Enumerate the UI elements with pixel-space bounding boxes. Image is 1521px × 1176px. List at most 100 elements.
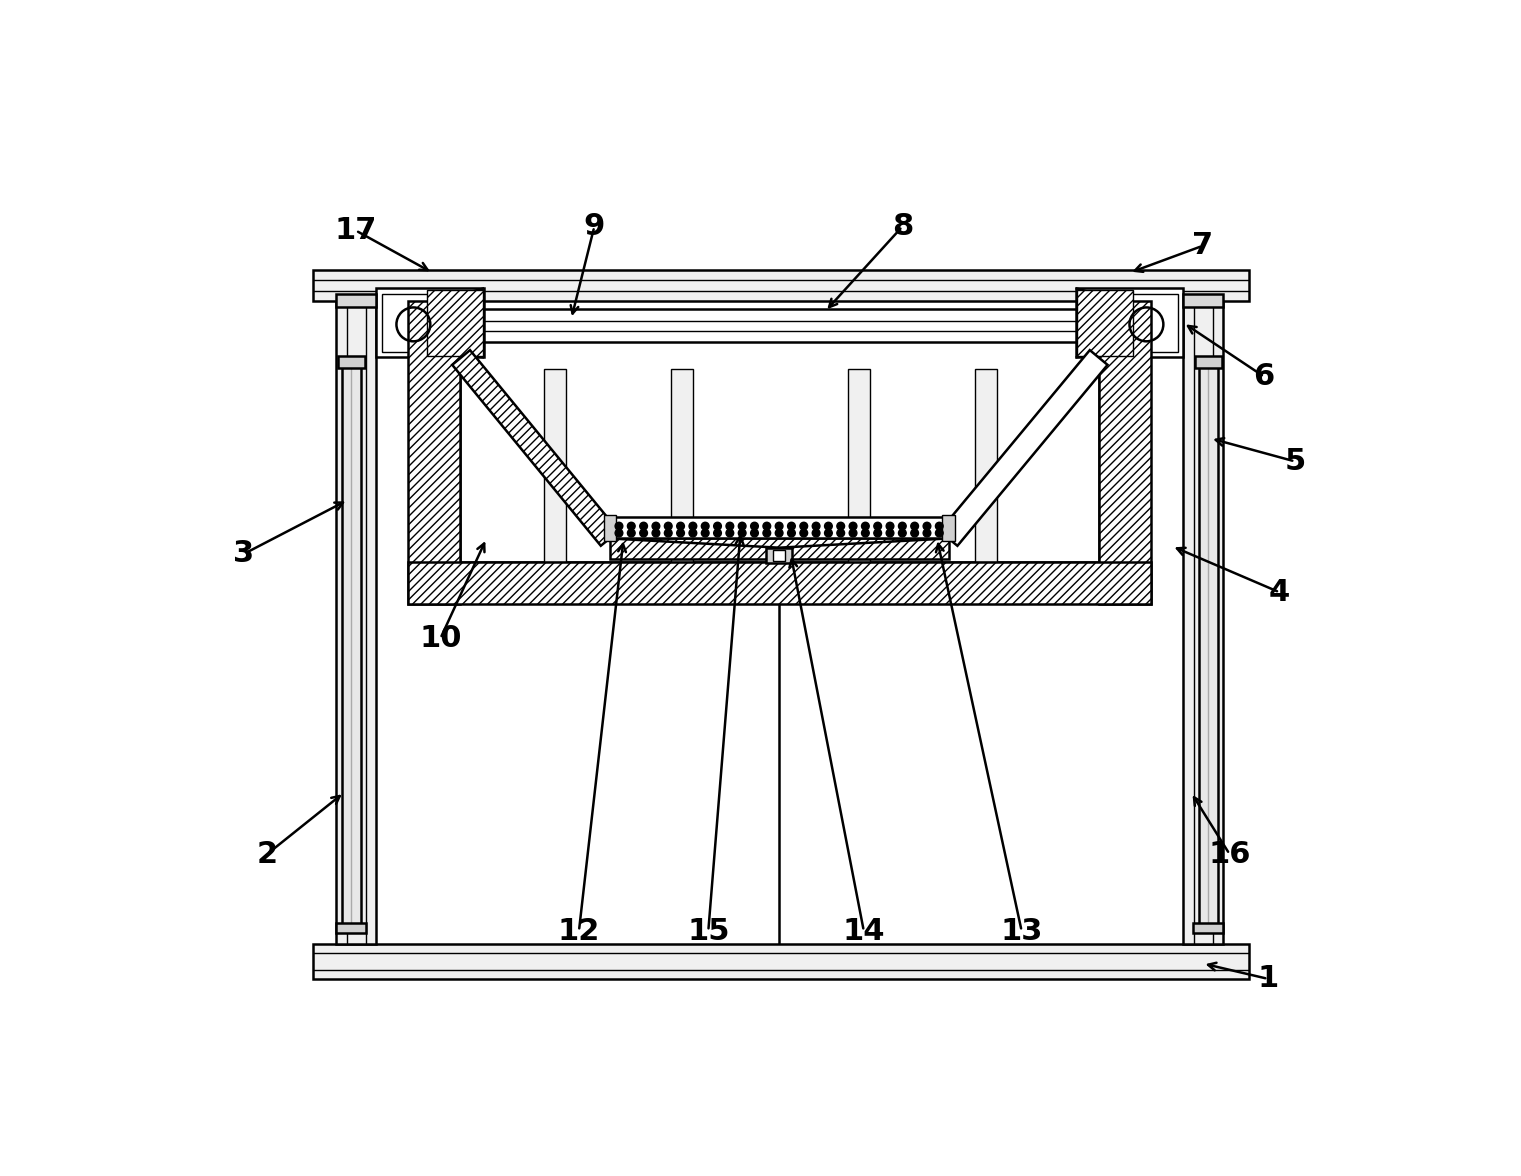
Circle shape bbox=[861, 522, 868, 530]
Circle shape bbox=[677, 522, 684, 530]
Circle shape bbox=[738, 529, 745, 537]
Circle shape bbox=[935, 522, 943, 530]
Text: 5: 5 bbox=[1284, 447, 1305, 476]
Circle shape bbox=[837, 529, 844, 537]
Bar bbox=[849, 369, 870, 562]
Circle shape bbox=[764, 529, 771, 537]
Text: 4: 4 bbox=[1269, 577, 1290, 607]
Circle shape bbox=[887, 529, 894, 537]
Circle shape bbox=[923, 529, 931, 537]
Bar bbox=[671, 369, 694, 562]
Text: 9: 9 bbox=[584, 212, 605, 241]
Text: 3: 3 bbox=[233, 540, 254, 568]
Circle shape bbox=[911, 529, 919, 537]
Circle shape bbox=[837, 522, 844, 530]
Bar bbox=[338, 356, 365, 368]
Text: 15: 15 bbox=[687, 916, 730, 946]
Circle shape bbox=[764, 522, 771, 530]
Circle shape bbox=[726, 522, 733, 530]
Bar bbox=[427, 289, 482, 356]
Circle shape bbox=[812, 522, 820, 530]
Bar bbox=[767, 548, 792, 563]
Bar bbox=[342, 358, 360, 931]
Circle shape bbox=[665, 522, 672, 530]
Text: 16: 16 bbox=[1208, 840, 1250, 869]
Circle shape bbox=[751, 529, 759, 537]
Circle shape bbox=[665, 529, 672, 537]
Bar bbox=[408, 562, 1151, 604]
Circle shape bbox=[614, 529, 622, 537]
Text: 7: 7 bbox=[1192, 232, 1214, 260]
Circle shape bbox=[887, 522, 894, 530]
Bar bbox=[1081, 294, 1177, 352]
Circle shape bbox=[899, 522, 907, 530]
Bar bbox=[773, 550, 785, 561]
Circle shape bbox=[726, 529, 733, 537]
Circle shape bbox=[701, 522, 709, 530]
Bar bbox=[336, 301, 376, 944]
Circle shape bbox=[776, 522, 783, 530]
Bar bbox=[1077, 289, 1133, 356]
Bar bbox=[376, 288, 484, 358]
Circle shape bbox=[628, 522, 636, 530]
Bar bbox=[1098, 301, 1151, 604]
Circle shape bbox=[824, 522, 832, 530]
Circle shape bbox=[788, 522, 795, 530]
Circle shape bbox=[849, 522, 856, 530]
Circle shape bbox=[800, 522, 808, 530]
Text: 17: 17 bbox=[335, 216, 377, 245]
Circle shape bbox=[923, 522, 931, 530]
Circle shape bbox=[689, 522, 697, 530]
Bar bbox=[545, 369, 566, 562]
Circle shape bbox=[899, 529, 907, 537]
Bar bbox=[313, 944, 1249, 978]
Circle shape bbox=[776, 529, 783, 537]
Circle shape bbox=[788, 529, 795, 537]
Circle shape bbox=[677, 529, 684, 537]
Text: 14: 14 bbox=[843, 916, 885, 946]
Circle shape bbox=[800, 529, 808, 537]
Bar bbox=[336, 294, 376, 307]
Text: 12: 12 bbox=[558, 916, 601, 946]
Circle shape bbox=[653, 529, 660, 537]
Circle shape bbox=[689, 529, 697, 537]
Circle shape bbox=[935, 529, 943, 537]
Circle shape bbox=[713, 522, 721, 530]
Circle shape bbox=[713, 529, 721, 537]
Circle shape bbox=[701, 529, 709, 537]
Bar bbox=[408, 301, 461, 604]
Bar bbox=[336, 923, 367, 934]
Text: 8: 8 bbox=[891, 212, 913, 241]
Bar bbox=[313, 270, 1249, 301]
Polygon shape bbox=[452, 350, 619, 546]
Circle shape bbox=[640, 522, 648, 530]
Circle shape bbox=[628, 529, 636, 537]
Circle shape bbox=[653, 522, 660, 530]
Circle shape bbox=[911, 522, 919, 530]
Circle shape bbox=[875, 529, 882, 537]
Circle shape bbox=[640, 529, 648, 537]
Bar bbox=[610, 539, 949, 560]
Bar bbox=[1196, 356, 1221, 368]
Bar bbox=[1075, 288, 1183, 358]
Circle shape bbox=[875, 522, 882, 530]
Bar bbox=[1183, 294, 1223, 307]
Circle shape bbox=[614, 522, 622, 530]
Polygon shape bbox=[940, 350, 1107, 546]
Bar bbox=[1183, 301, 1223, 944]
Bar bbox=[604, 515, 616, 541]
Text: 2: 2 bbox=[257, 840, 278, 869]
Bar bbox=[1199, 358, 1218, 931]
Text: 10: 10 bbox=[420, 624, 461, 653]
Bar bbox=[1194, 923, 1223, 934]
Circle shape bbox=[812, 529, 820, 537]
Circle shape bbox=[751, 522, 759, 530]
Bar bbox=[610, 517, 949, 539]
Bar bbox=[382, 294, 479, 352]
Circle shape bbox=[738, 522, 745, 530]
Bar bbox=[975, 369, 998, 562]
Text: 13: 13 bbox=[1001, 916, 1043, 946]
Bar bbox=[943, 515, 955, 541]
Circle shape bbox=[824, 529, 832, 537]
Circle shape bbox=[849, 529, 856, 537]
